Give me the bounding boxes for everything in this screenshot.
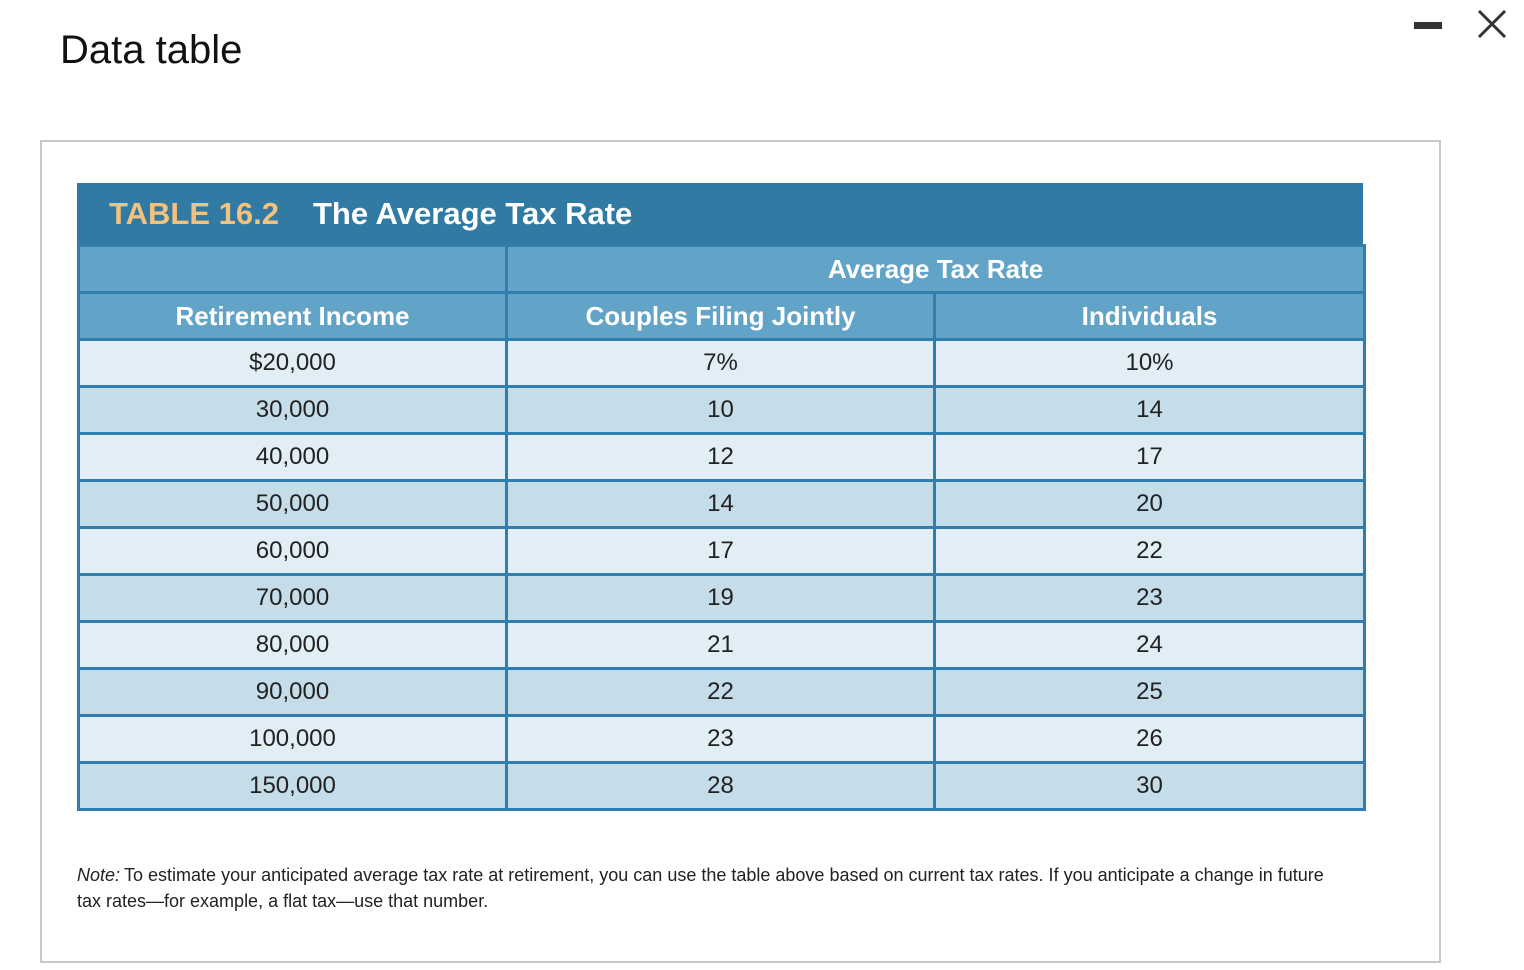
table-cell: 14: [505, 479, 936, 529]
table-cell: 25: [932, 667, 1367, 717]
note-text: To estimate your anticipated average tax…: [77, 865, 1324, 911]
table-cell: 26: [932, 714, 1367, 764]
table-cell: 80,000: [77, 620, 508, 670]
table-cell: 17: [932, 432, 1367, 482]
table-cell: $20,000: [77, 338, 508, 388]
table-cell: 24: [932, 620, 1367, 670]
table-cell: 20: [932, 479, 1367, 529]
group-header: Average Tax Rate: [504, 244, 1367, 294]
table-row: 60,000 17 22: [77, 526, 1367, 576]
table-title: The Average Tax Rate: [312, 195, 633, 231]
table-cell: 100,000: [77, 714, 508, 764]
table-title-bar: TABLE 16.2 The Average Tax Rate: [77, 183, 1363, 244]
table-row: 90,000 22 25: [77, 667, 1367, 717]
note: Note: To estimate your anticipated averag…: [77, 862, 1347, 914]
table-cell: 19: [505, 573, 936, 623]
close-button[interactable]: [1474, 6, 1510, 42]
table-body: $20,000 7% 10% 30,000 10 14 40,000 12 17 50,000 14…: [77, 338, 1367, 811]
table-row: 80,000 21 24: [77, 620, 1367, 670]
table-cell: 50,000: [77, 479, 508, 529]
table-cell: 12: [505, 432, 936, 482]
table-row: 150,000 28 30: [77, 761, 1367, 811]
content-frame: [40, 140, 1441, 963]
table-cell: 21: [505, 620, 936, 670]
table-cell: 150,000: [77, 761, 508, 811]
table-cell: 14: [932, 385, 1367, 435]
table-row: 100,000 23 26: [77, 714, 1367, 764]
note-label: Note:: [77, 865, 121, 885]
table-cell: 17: [505, 526, 936, 576]
table-row: 40,000 12 17: [77, 432, 1367, 482]
table-row: $20,000 7% 10%: [77, 338, 1367, 388]
table-label: TABLE 16.2: [109, 195, 279, 231]
table-row: 70,000 19 23: [77, 573, 1367, 623]
table-cell: 70,000: [77, 573, 508, 623]
column-header: Retirement Income: [77, 291, 508, 341]
table-cell: 10%: [932, 338, 1367, 388]
table-cell: 60,000: [77, 526, 508, 576]
table-cell: 40,000: [77, 432, 508, 482]
table-cell: 30: [932, 761, 1367, 811]
header-cell: [77, 244, 508, 294]
table-cell: 22: [505, 667, 936, 717]
table-cell: 7%: [505, 338, 936, 388]
table-cell: 23: [932, 573, 1367, 623]
column-header: Couples Filing Jointly: [505, 291, 936, 341]
table-cell: 30,000: [77, 385, 508, 435]
dialog-title: Data table: [60, 28, 243, 72]
tax-table: Average Tax Rate Retirement Income Coupl…: [77, 244, 1367, 811]
table-row: 50,000 14 20: [77, 479, 1367, 529]
minimize-button[interactable]: [1414, 22, 1442, 29]
table-row: 30,000 10 14: [77, 385, 1367, 435]
table-cell: 90,000: [77, 667, 508, 717]
table-cell: 10: [505, 385, 936, 435]
table-cell: 22: [932, 526, 1367, 576]
table-cell: 28: [505, 761, 936, 811]
column-header: Individuals: [932, 291, 1367, 341]
table-cell: 23: [505, 714, 936, 764]
